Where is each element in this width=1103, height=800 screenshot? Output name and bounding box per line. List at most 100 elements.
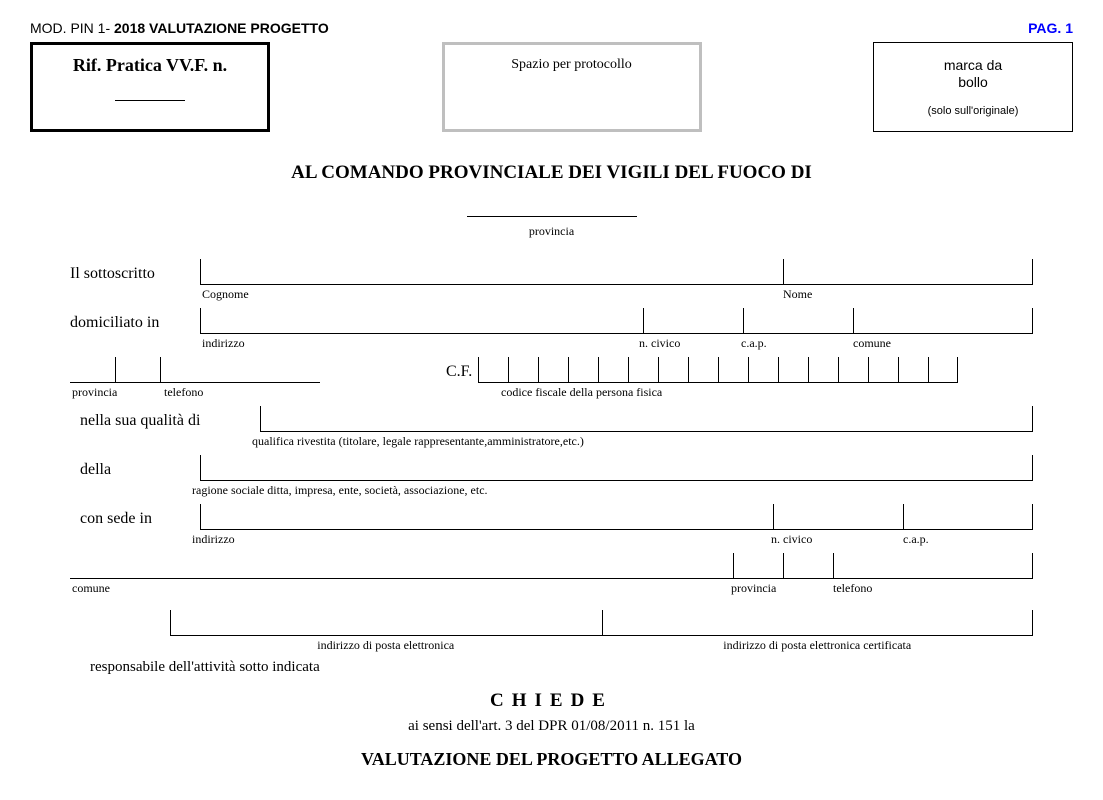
input-sede-telefono[interactable]	[833, 553, 1033, 579]
cap-sede-civico: n. civico	[769, 530, 901, 547]
row-domicilio: domiciliato in	[70, 308, 1033, 334]
input-telefono[interactable]	[160, 357, 320, 383]
cf-11[interactable]	[778, 357, 808, 383]
input-qualifica[interactable]	[260, 406, 1033, 432]
rif-pratica-line[interactable]	[115, 100, 185, 101]
input-prov-1[interactable]	[70, 357, 115, 383]
input-sede-indirizzo[interactable]	[200, 504, 773, 530]
cf-13[interactable]	[838, 357, 868, 383]
label-qualita: nella sua qualità di	[70, 412, 260, 432]
input-ragione[interactable]	[200, 455, 1033, 481]
input-prov-2[interactable]	[115, 357, 160, 383]
provincia-input[interactable]	[467, 216, 637, 217]
cap-email: indirizzo di posta elettronica	[170, 636, 602, 653]
marca-bollo-box: marca da bollo (solo sull'originale)	[873, 42, 1073, 132]
cap-cognome: Cognome	[200, 285, 781, 302]
input-comune[interactable]	[853, 308, 1033, 334]
cap-sede-comune: comune	[70, 579, 729, 596]
chiede-sub: ai sensi dell'art. 3 del DPR 01/08/2011 …	[30, 718, 1073, 735]
input-ncivico[interactable]	[643, 308, 743, 334]
cf-2[interactable]	[508, 357, 538, 383]
protocollo-box: Spazio per protocollo	[442, 42, 702, 132]
input-sede-comune[interactable]	[70, 553, 733, 579]
mod-code: MOD. PIN 1- 2018 VALUTAZIONE PROGETTO	[30, 20, 329, 36]
input-sede-prov1[interactable]	[733, 553, 783, 579]
cap-nome: Nome	[781, 285, 1033, 302]
input-indirizzo[interactable]	[200, 308, 643, 334]
cf-6[interactable]	[628, 357, 658, 383]
header-row: MOD. PIN 1- 2018 VALUTAZIONE PROGETTO PA…	[30, 20, 1073, 36]
label-sottoscritto: Il sottoscritto	[70, 265, 200, 285]
marca-note: (solo sull'originale)	[874, 105, 1072, 117]
caprow-qualita: qualifica rivestita (titolare, legale ra…	[70, 432, 1033, 449]
label-domiciliato: domiciliato in	[70, 314, 200, 334]
cf-7[interactable]	[658, 357, 688, 383]
cf-5[interactable]	[598, 357, 628, 383]
label-sede: con sede in	[70, 510, 200, 530]
caprow-cf: provincia telefono codice fiscale della …	[70, 383, 1033, 400]
caprow-della: ragione sociale ditta, impresa, ente, so…	[70, 481, 1033, 498]
row-sede: con sede in	[70, 504, 1033, 530]
cap-ragione: ragione sociale ditta, impresa, ente, so…	[190, 481, 1033, 498]
cf-8[interactable]	[688, 357, 718, 383]
valutazione-heading: VALUTAZIONE DEL PROGETTO ALLEGATO	[30, 749, 1073, 770]
mod-prefix: MOD. PIN 1-	[30, 20, 114, 36]
caprow-sede2: comune provincia telefono	[70, 579, 1033, 596]
cap-provincia2: provincia	[70, 383, 162, 400]
cap-comune: comune	[851, 334, 1033, 351]
caprow-sede: indirizzo n. civico c.a.p.	[70, 530, 1033, 547]
cf-16[interactable]	[928, 357, 958, 383]
page: MOD. PIN 1- 2018 VALUTAZIONE PROGETTO PA…	[0, 0, 1103, 800]
rif-pratica-label: Rif. Pratica VV.F. n.	[33, 55, 267, 76]
provincia-caption: provincia	[30, 224, 1073, 239]
caprow-email: indirizzo di posta elettronica indirizzo…	[70, 636, 1033, 653]
label-cf: C.F.	[440, 363, 478, 383]
row-della: della	[70, 455, 1033, 481]
cf-1[interactable]	[478, 357, 508, 383]
cap-sede-indirizzo: indirizzo	[190, 530, 769, 547]
cap-telefono: telefono	[162, 383, 324, 400]
marca-l1: marca da	[874, 57, 1072, 74]
row-sottoscritto: Il sottoscritto	[70, 259, 1033, 285]
cf-10[interactable]	[748, 357, 778, 383]
boxes-row: Rif. Pratica VV.F. n. Spazio per protoco…	[30, 42, 1073, 132]
mod-bold: 2018 VALUTAZIONE PROGETTO	[114, 20, 329, 36]
row-email	[70, 610, 1033, 636]
input-cap[interactable]	[743, 308, 853, 334]
responsabile-line: responsabile dell'attività sotto indicat…	[90, 659, 1073, 676]
cap-qualifica: qualifica rivestita (titolare, legale ra…	[250, 432, 1033, 449]
input-nome[interactable]	[783, 259, 1033, 285]
input-email[interactable]	[170, 610, 602, 636]
input-cognome[interactable]	[200, 259, 783, 285]
main-heading: AL COMANDO PROVINCIALE DEI VIGILI DEL FU…	[30, 162, 1073, 184]
cap-sede-telefono: telefono	[831, 579, 1033, 596]
cap-indirizzo: indirizzo	[200, 334, 637, 351]
cf-12[interactable]	[808, 357, 838, 383]
cap-cap: c.a.p.	[739, 334, 851, 351]
provincia-line: provincia	[30, 204, 1073, 239]
input-sede-civico[interactable]	[773, 504, 903, 530]
cf-15[interactable]	[898, 357, 928, 383]
cap-ncivico: n. civico	[637, 334, 739, 351]
input-sede-cap[interactable]	[903, 504, 1033, 530]
cf-4[interactable]	[568, 357, 598, 383]
input-pec[interactable]	[602, 610, 1034, 636]
row-cf: C.F.	[70, 357, 1033, 383]
cf-14[interactable]	[868, 357, 898, 383]
row-sede2	[70, 553, 1033, 579]
marca-l2: bollo	[874, 74, 1072, 91]
input-sede-prov2[interactable]	[783, 553, 833, 579]
cf-3[interactable]	[538, 357, 568, 383]
rif-pratica-box: Rif. Pratica VV.F. n.	[30, 42, 270, 132]
chiede-heading: CHIEDE	[30, 690, 1073, 712]
label-della: della	[70, 461, 200, 481]
protocollo-label: Spazio per protocollo	[511, 57, 632, 72]
caprow-sottoscritto: Cognome Nome	[70, 285, 1033, 302]
caprow-domicilio: indirizzo n. civico c.a.p. comune	[70, 334, 1033, 351]
row-qualita: nella sua qualità di	[70, 406, 1033, 432]
cap-sede-prov: provincia	[729, 579, 831, 596]
cf-9[interactable]	[718, 357, 748, 383]
cap-sede-cap: c.a.p.	[901, 530, 1033, 547]
cap-cfnote: codice fiscale della persona fisica	[499, 383, 1033, 400]
cap-pec: indirizzo di posta elettronica certifica…	[602, 636, 1034, 653]
